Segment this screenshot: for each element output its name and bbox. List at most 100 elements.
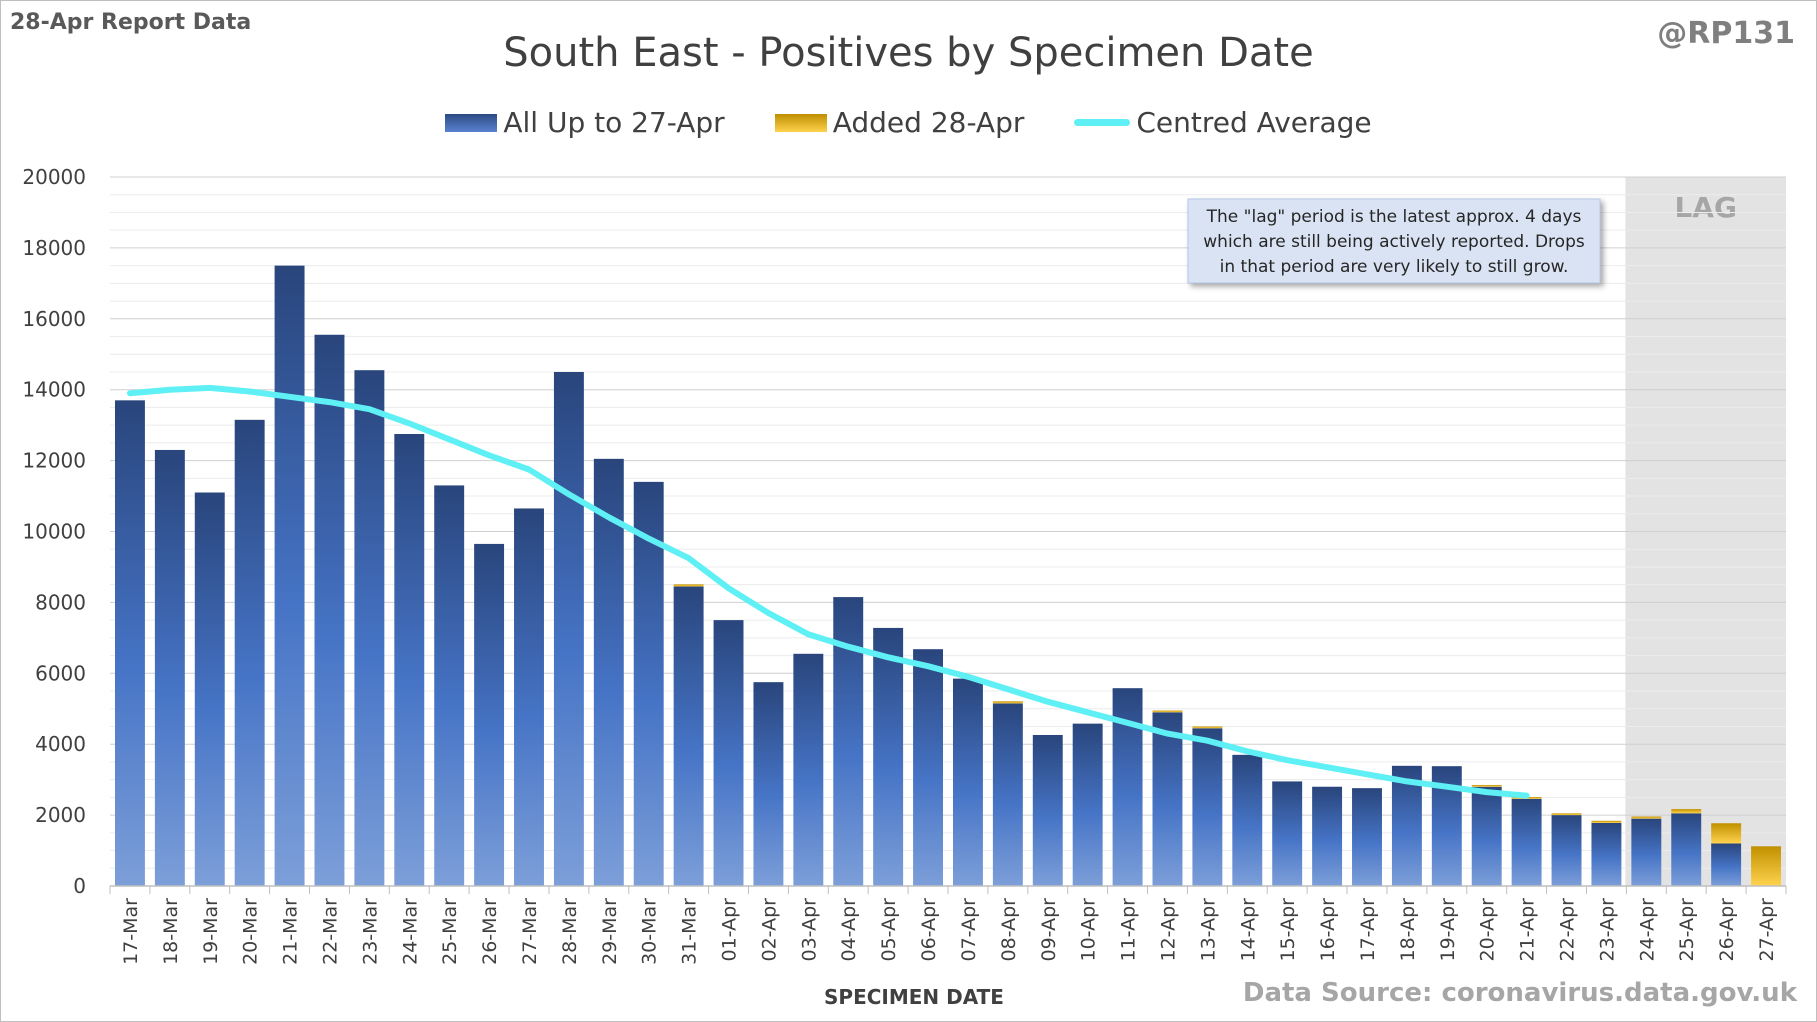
x-tick-label: 26-Apr [1716, 898, 1738, 962]
chart-legend: All Up to 27-Apr Added 28-Apr Centred Av… [0, 106, 1817, 139]
bar-all-up-to [1352, 788, 1382, 886]
bar-all-up-to [992, 703, 1023, 886]
bar-all-up-to [952, 678, 983, 886]
chart-title: South East - Positives by Specimen Date [503, 30, 1314, 76]
bar-all-up-to [1591, 822, 1622, 886]
author-handle: @RP131 [1657, 16, 1795, 51]
y-tick-label: 0 [73, 874, 86, 898]
bar-all-up-to [274, 265, 305, 886]
bar-all-up-to [673, 586, 704, 886]
bar-all-up-to [913, 649, 944, 886]
y-tick-label: 2000 [35, 803, 86, 827]
x-tick-label: 19-Apr [1437, 898, 1459, 962]
bar-all-up-to [1032, 734, 1063, 886]
x-tick-label: 01-Apr [719, 898, 741, 962]
x-tick-label: 17-Mar [120, 898, 142, 965]
x-tick-label: 18-Mar [160, 898, 182, 965]
bar-added [1152, 710, 1183, 713]
y-tick-label: 14000 [22, 378, 86, 402]
bar-all-up-to [1511, 798, 1542, 886]
x-tick-label: 25-Apr [1676, 898, 1698, 962]
x-tick-label: 14-Apr [1237, 898, 1259, 962]
x-tick-label: 22-Mar [319, 898, 341, 965]
bar-added [1551, 813, 1582, 816]
bar-all-up-to [194, 492, 225, 886]
bar-all-up-to [873, 627, 904, 886]
legend-swatch-average [1074, 119, 1131, 126]
y-tick-label: 10000 [22, 520, 86, 544]
report-label: 28-Apr Report Data [10, 10, 252, 35]
x-tick-label: 31-Mar [679, 898, 701, 965]
x-tick-label: 25-Mar [439, 898, 461, 965]
bar-all-up-to [1551, 815, 1582, 886]
bar-all-up-to [394, 434, 425, 886]
x-tick-label: 24-Apr [1636, 898, 1658, 962]
bar-added [673, 584, 704, 587]
bar-all-up-to [434, 485, 465, 886]
annotation-line: The "lag" period is the latest approx. 4… [1206, 207, 1582, 227]
x-tick-label: 07-Apr [958, 898, 980, 962]
x-tick-label: 27-Mar [519, 898, 541, 965]
x-tick-label: 17-Apr [1357, 898, 1379, 962]
x-tick-label: 15-Apr [1277, 898, 1299, 962]
y-tick-label: 18000 [22, 236, 86, 260]
x-tick-label: 23-Mar [359, 898, 381, 965]
bar-all-up-to [154, 449, 185, 886]
bar-all-up-to [793, 653, 824, 886]
x-tick-label: 11-Apr [1118, 898, 1140, 962]
x-tick-label: 10-Apr [1078, 898, 1100, 962]
y-tick-label: 16000 [22, 307, 86, 331]
legend-label-average: Centred Average [1136, 106, 1372, 139]
x-tick-label: 28-Mar [559, 898, 581, 965]
bar-all-up-to [1391, 765, 1422, 886]
x-tick-label: 27-Apr [1756, 898, 1778, 962]
x-tick-label: 02-Apr [758, 898, 780, 962]
bar-all-up-to [1272, 781, 1303, 886]
legend-label-added: Added 28-Apr [832, 106, 1025, 139]
bar-added [1471, 784, 1502, 787]
x-tick-label: 05-Apr [878, 898, 900, 962]
x-tick-label: 12-Apr [1157, 898, 1179, 962]
y-tick-label: 20000 [22, 165, 86, 189]
legend-item-added: Added 28-Apr [774, 106, 1025, 139]
bar-all-up-to [1471, 786, 1502, 886]
bar-all-up-to [753, 682, 784, 886]
bar-all-up-to [234, 419, 265, 886]
y-tick-label: 8000 [35, 590, 86, 614]
bar-all-up-to [593, 458, 624, 886]
bar-added [1751, 846, 1782, 886]
x-tick-label: 09-Apr [1038, 898, 1060, 962]
annotation-line: in that period are very likely to still … [1220, 257, 1569, 277]
bar-all-up-to [1072, 723, 1103, 886]
bar-all-up-to [1312, 786, 1343, 886]
data-source: Data Source: coronavirus.data.gov.uk [1242, 978, 1797, 1008]
x-tick-label: 20-Apr [1477, 898, 1499, 962]
annotation-box [1187, 198, 1601, 284]
x-tick-label: 23-Apr [1596, 898, 1618, 962]
x-tick-label: 26-Mar [479, 898, 501, 965]
bar-all-up-to [1631, 818, 1662, 886]
bar-all-up-to [114, 400, 145, 886]
annotation-line: which are still being actively reported.… [1203, 232, 1585, 252]
x-tick-label: 18-Apr [1397, 898, 1419, 962]
x-tick-label: 20-Mar [240, 898, 262, 965]
legend-item-all: All Up to 27-Apr [445, 106, 725, 139]
x-tick-label: 19-Mar [200, 898, 222, 965]
legend-swatch-all [445, 113, 498, 132]
lag-label: LAG [1674, 191, 1737, 224]
x-tick-label: 30-Mar [639, 898, 661, 965]
legend-swatch-added [774, 113, 827, 132]
legend-label-all: All Up to 27-Apr [503, 106, 725, 139]
y-tick-label: 12000 [22, 449, 86, 473]
bar-all-up-to [1152, 712, 1183, 886]
bar-all-up-to [1671, 813, 1702, 886]
bar-all-up-to [1711, 843, 1742, 886]
bar-all-up-to [553, 371, 584, 887]
bar-all-up-to [514, 508, 544, 886]
bar-all-up-to [474, 543, 505, 886]
bar-all-up-to [1192, 728, 1223, 886]
x-tick-label: 22-Apr [1557, 898, 1579, 962]
bar-all-up-to [713, 620, 744, 886]
x-axis-title: SPECIMEN DATE [824, 985, 1004, 1009]
bar-added [1591, 820, 1622, 823]
